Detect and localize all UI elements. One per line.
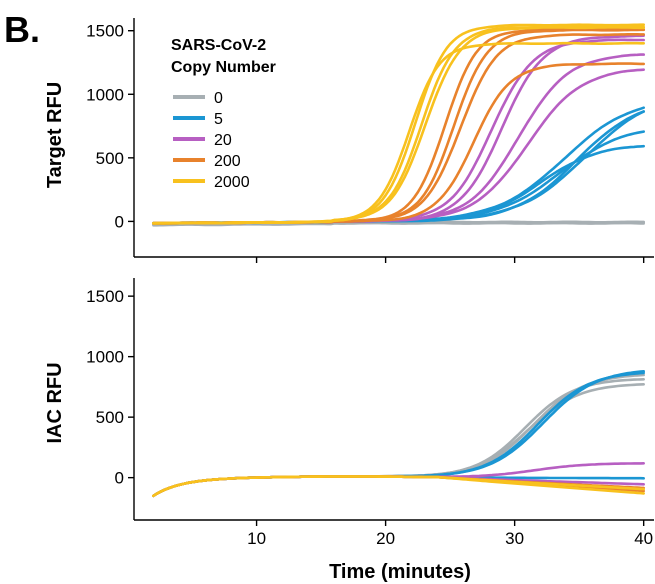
target-rfu-panel: Target RFU 0 500 1000 1500 SARS-CoV-2 Copy … (44, 18, 654, 263)
top-x-ticks (255, 257, 645, 263)
y-tick-label: 1000 (86, 348, 124, 367)
legend-items: 0 5 20 200 2000 (173, 90, 250, 191)
y-tick-label: 500 (96, 149, 124, 168)
y-tick-label: 500 (96, 408, 124, 427)
bottom-x-ticks: 10 20 30 40 (247, 520, 653, 548)
top-y-ticks: 0 500 1000 1500 (86, 22, 134, 231)
series-line-2000 (152, 26, 645, 225)
x-axis-title: Time (minutes) (329, 561, 471, 583)
panel-letter: B. (4, 9, 40, 50)
x-tick-label: 30 (505, 529, 524, 548)
top-y-axis-title: Target RFU (44, 82, 66, 188)
bottom-series-lines (152, 370, 645, 498)
y-tick-label: 0 (115, 212, 124, 231)
legend-label-200: 200 (214, 153, 241, 170)
series-line-2000 (152, 23, 645, 225)
bottom-y-ticks: 0 500 1000 1500 (86, 287, 134, 488)
legend-title-line1: SARS-CoV-2 (171, 37, 266, 54)
x-tick-label: 20 (376, 529, 395, 548)
x-tick-label: 10 (247, 529, 266, 548)
iac-rfu-panel: IAC RFU 0 500 1000 1500 10 20 30 40 (44, 278, 654, 548)
legend-label-2000: 2000 (214, 174, 250, 191)
x-tick-label: 40 (634, 529, 653, 548)
y-tick-label: 0 (115, 469, 124, 488)
series-line-2000 (152, 475, 645, 498)
legend-label-5: 5 (214, 111, 223, 128)
series-line-0 (152, 221, 645, 227)
y-tick-label: 1500 (86, 22, 124, 41)
legend-label-20: 20 (214, 132, 232, 149)
y-tick-label: 1000 (86, 85, 124, 104)
y-tick-label: 1500 (86, 287, 124, 306)
series-line-2000 (152, 25, 645, 225)
top-series-lines (152, 23, 645, 227)
bottom-y-axis-title: IAC RFU (44, 362, 66, 443)
legend: SARS-CoV-2 Copy Number 0 5 20 200 2000 (171, 37, 276, 191)
legend-label-0: 0 (214, 90, 223, 107)
legend-title-line2: Copy Number (171, 59, 276, 76)
